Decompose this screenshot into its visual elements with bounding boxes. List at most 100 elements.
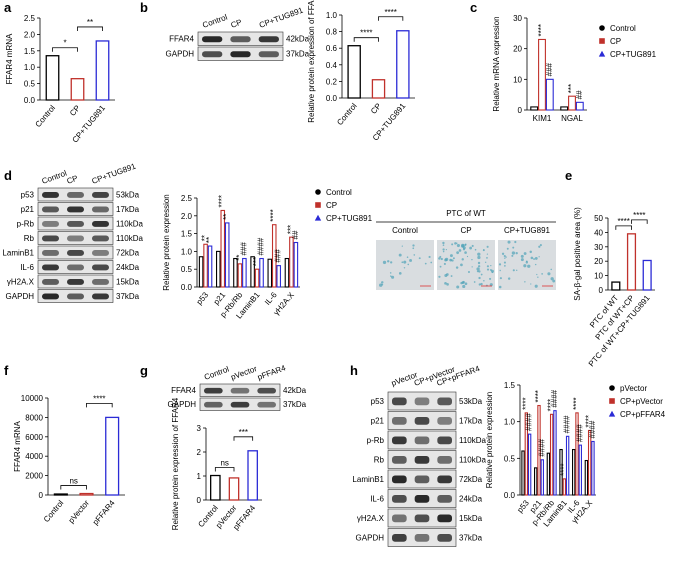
bar [587, 429, 592, 496]
stain-dot [407, 263, 410, 266]
protein-label: FFAR4 [171, 386, 196, 395]
legend-label: CP [326, 201, 337, 210]
bar [396, 30, 410, 99]
x-tick-label: Control [335, 101, 359, 127]
significance-bracket [353, 37, 379, 42]
stain-dot [483, 280, 485, 282]
significance-label: *** [239, 428, 248, 437]
significance-label: **** [537, 24, 546, 36]
y-tick-label: 1.0 [24, 63, 36, 72]
stain-dot [512, 246, 515, 249]
protein-label: IL-6 [370, 494, 384, 503]
lane-label: Control [203, 365, 231, 382]
significance-label: #### [537, 438, 546, 456]
x-tick-label: CP [68, 104, 82, 118]
y-tick-label: 1.0 [326, 11, 338, 20]
blot-band [437, 475, 452, 484]
y-tick-label: 2.5 [24, 14, 36, 23]
blot-band [257, 401, 276, 408]
legend-label: CP+pVector [620, 397, 663, 406]
stain-dot [529, 250, 532, 254]
blot-band [67, 279, 84, 285]
significance-label: #### [563, 415, 572, 433]
bar [611, 281, 621, 291]
stain-dot [486, 245, 489, 248]
significance-label: #### [550, 389, 559, 407]
stain-dot [530, 256, 534, 260]
legend-label: Control [326, 188, 352, 197]
bar [347, 45, 361, 99]
y-tick-label: 3 [197, 424, 202, 433]
stain-dot [456, 285, 460, 289]
legend-marker [315, 189, 321, 195]
stain-dot [525, 261, 529, 264]
blot-band [437, 514, 452, 523]
y-tick-label: 30 [513, 14, 522, 23]
significance-label: ## [291, 230, 300, 239]
stain-dot [477, 261, 481, 265]
legend-marker [599, 38, 605, 44]
stain-dot [390, 275, 392, 277]
stain-dot [450, 259, 452, 261]
blot-band [92, 264, 109, 271]
stain-dot [449, 254, 453, 258]
significance-label: **** [617, 217, 629, 226]
y-tick-label: 30 [594, 243, 603, 252]
stain-dot [498, 285, 502, 289]
blot-band [437, 455, 452, 464]
legend-marker [608, 410, 616, 417]
bar [45, 55, 60, 101]
stain-dot [486, 253, 489, 255]
stain-dot [380, 281, 384, 284]
y-tick-label: 0 [197, 496, 202, 505]
y-tick-label: 0 [518, 106, 523, 115]
bar [293, 241, 299, 288]
stain-dot [489, 283, 493, 287]
stain-dot [486, 265, 489, 268]
stain-dot [450, 275, 453, 277]
size-label: 72kDa [459, 475, 483, 484]
significance-bracket [233, 436, 254, 441]
y-tick-label: 50 [594, 214, 603, 223]
bar [289, 236, 294, 288]
legend-marker [598, 50, 606, 57]
blot-band [92, 192, 109, 198]
stain-dot [398, 253, 402, 257]
blot-band [42, 279, 59, 285]
blot-band [67, 264, 84, 271]
protein-label: p53 [21, 190, 35, 199]
stain-dot [412, 247, 415, 250]
y-tick-label: 8000 [25, 413, 43, 422]
stain-dot [516, 269, 518, 271]
y-tick-label: 2.0 [24, 30, 36, 39]
size-label: 37kDa [283, 400, 307, 409]
bar [371, 79, 386, 99]
blot-band [392, 436, 407, 445]
bar [572, 448, 576, 496]
stain-dot [505, 256, 507, 258]
y-tick-label: 40 [594, 228, 603, 237]
significance-bracket [60, 485, 87, 490]
panel-label: g [140, 363, 148, 378]
significance-label: **** [585, 415, 594, 427]
bar [271, 224, 277, 288]
x-tick-label: KIM1 [533, 114, 552, 123]
bar [95, 40, 110, 101]
blot-band [392, 475, 407, 484]
size-label: 42kDa [286, 35, 310, 44]
significance-label: ### [545, 62, 554, 76]
size-label: 110kDa [116, 234, 144, 243]
blot-band [414, 416, 430, 425]
stain-dot [503, 254, 506, 258]
protein-label: p21 [21, 205, 35, 214]
blot-band [414, 514, 430, 523]
blot-band [437, 494, 452, 503]
bar [105, 416, 120, 496]
y-tick-label: 20 [513, 45, 522, 54]
stain-dot [464, 251, 467, 254]
bar [276, 265, 281, 288]
stain-dot [471, 266, 473, 268]
stain-dot [504, 257, 506, 259]
stain-dot [456, 243, 460, 248]
bar [247, 450, 258, 501]
